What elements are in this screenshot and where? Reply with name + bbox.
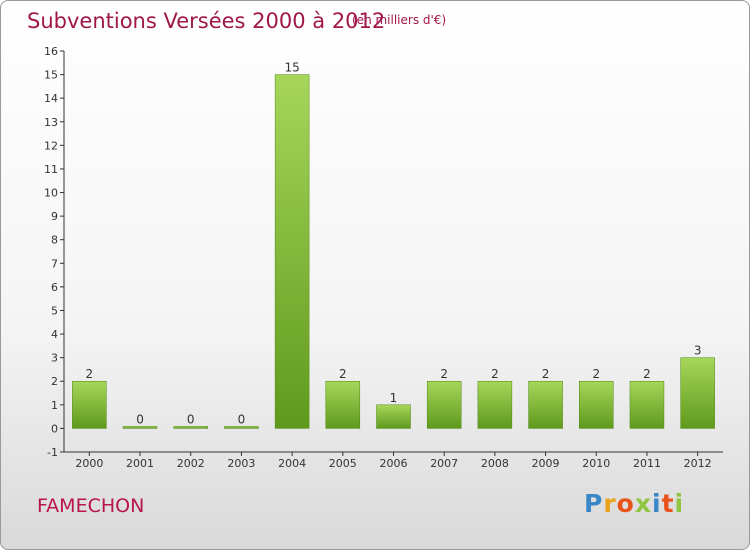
y-tick-label: 7 [51,257,58,270]
bar [528,380,563,429]
bar-value-label: 1 [390,391,398,405]
bar-value-label: 2 [643,367,651,381]
bar [629,380,665,429]
x-tick-label: 2006 [380,457,408,470]
bar-value-label: 2 [86,367,94,381]
bar [680,357,715,429]
bar-value-label: 2 [542,367,550,381]
x-tick-label: 2011 [633,457,661,470]
bar [376,404,411,429]
y-tick-label: 9 [51,210,58,223]
bar [274,74,310,429]
x-tick-label: 2007 [430,457,458,470]
bar-value-label: 2 [339,367,347,381]
bar [426,380,462,429]
bar-value-label: 0 [238,412,246,426]
bar-value-label: 0 [136,412,144,426]
y-tick-label: 2 [51,375,58,388]
bar [579,380,614,429]
x-tick-label: 2012 [684,457,712,470]
logo-letter: r [603,489,617,518]
bar-value-label: 0 [187,412,195,426]
y-tick-label: 0 [51,422,58,435]
bar-value-label: 15 [284,61,299,75]
y-tick-label: 5 [51,304,58,317]
proxiti-logo[interactable]: Proxiti [584,489,684,518]
bar [173,426,208,429]
y-tick-label: 4 [51,328,58,341]
y-tick-label: 11 [44,163,58,176]
y-tick-label: 16 [44,45,58,58]
x-tick-label: 2000 [75,457,103,470]
logo-letter: x [634,489,652,518]
y-tick-label: 3 [51,352,58,365]
x-tick-label: 2008 [481,457,509,470]
x-tick-label: 2009 [532,457,560,470]
bar [72,380,107,429]
logo-letter: P [584,489,604,518]
bar-value-label: 2 [491,367,499,381]
y-tick-label: 13 [44,116,58,129]
bar [325,380,361,429]
logo-letter: i [674,489,685,518]
y-tick-label: 1 [51,399,58,412]
logo-letter: i [652,489,662,518]
y-tick-label: 8 [51,234,58,247]
x-tick-label: 2002 [177,457,205,470]
x-tick-label: 2010 [582,457,610,470]
logo-letter: o [616,489,635,518]
y-tick-label: 15 [44,69,58,82]
unit-label: (en milliers d'€) [352,13,447,27]
commune-name: FAMECHON [37,495,145,517]
x-tick-label: 2001 [126,457,154,470]
bar [122,426,158,429]
chart-title: Subventions Versées 2000 à 2012 [27,9,386,33]
y-tick-label: 10 [44,187,58,200]
y-tick-label: 12 [44,139,58,152]
bar-value-label: 3 [694,344,702,358]
x-tick-label: 2003 [227,457,255,470]
y-tick-label: -1 [47,446,58,459]
y-tick-label: 14 [44,92,58,105]
logo-letter: t [661,489,675,518]
bar [224,426,259,429]
bar-value-label: 2 [440,367,448,381]
x-tick-label: 2005 [329,457,357,470]
bar-value-label: 2 [592,367,600,381]
x-tick-label: 2004 [278,457,306,470]
y-tick-label: 6 [51,281,58,294]
bar [477,380,513,429]
